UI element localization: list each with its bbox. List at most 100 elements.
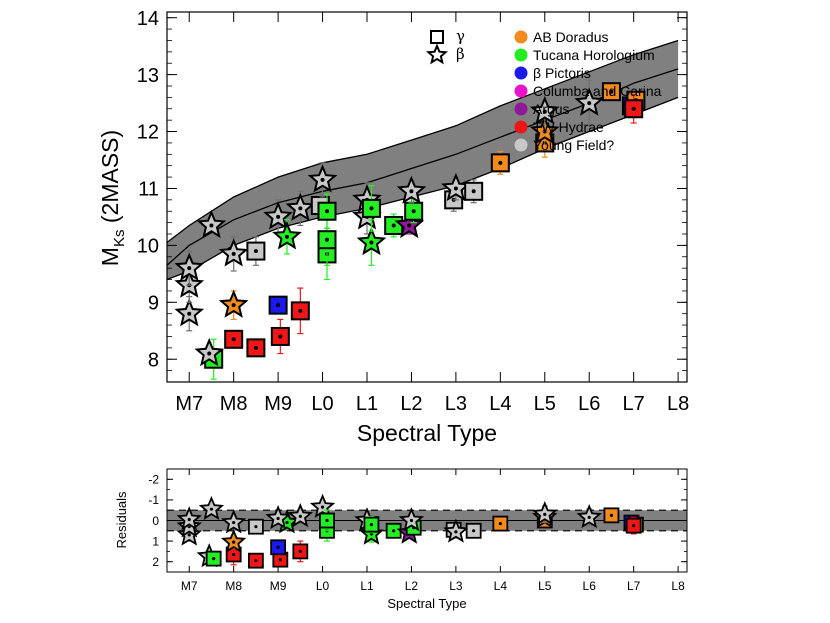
data-point-square [490, 150, 510, 175]
data-point-square [384, 213, 404, 238]
point-center-dot [320, 177, 325, 182]
legend-symbol-key: γβ [425, 27, 465, 65]
point-center-dot [253, 345, 258, 350]
point-center-dot [369, 240, 374, 245]
data-point-star [272, 219, 302, 255]
point-center-dot [187, 517, 191, 522]
point-center-dot [325, 237, 329, 242]
data-point-square [268, 295, 288, 315]
point-center-dot [409, 189, 414, 194]
point-center-dot [587, 515, 591, 520]
data-point-star [287, 503, 314, 528]
point-center-dot [391, 223, 396, 228]
point-center-dot [298, 206, 303, 211]
data-point-square [363, 515, 380, 534]
point-center-dot [472, 529, 476, 533]
data-point-square [319, 509, 335, 532]
legend-group-label: Argus [533, 101, 570, 117]
data-point-square [624, 93, 644, 124]
point-center-dot [278, 334, 283, 339]
legend-group-label: AB Doradus [533, 29, 608, 45]
x-tick-label: L0 [311, 393, 333, 415]
data-point-square [247, 552, 264, 569]
data-point-square [625, 516, 642, 535]
data-point-square [246, 236, 266, 266]
point-center-dot [232, 540, 236, 544]
legend-color-dot [514, 84, 528, 98]
y-tick-label: 2 [152, 555, 159, 569]
data-point-star [176, 506, 202, 531]
x-tick-label: L2 [405, 579, 419, 593]
legend-color-dot [514, 138, 528, 152]
data-point-square [292, 540, 309, 563]
x-tick-label: L8 [671, 579, 685, 593]
point-center-dot [207, 351, 212, 356]
data-point-star [196, 209, 227, 239]
point-center-dot [253, 249, 258, 254]
model-band-fill [167, 40, 679, 280]
data-point-square [603, 507, 620, 524]
residuals-panel: -2 -1 0 1 2 M7 M8 M9 L0 L1 L2 L3 L4 L5 L6 L7 L8 Spectra… [114, 468, 688, 611]
point-center-dot [232, 552, 236, 557]
main-x-axis-title: Spectral Type [357, 420, 497, 446]
point-center-dot [392, 529, 396, 533]
residuals-x-axis-title: Spectral Type [387, 596, 466, 611]
y-tick-label: 13 [137, 65, 159, 87]
data-point-square [247, 518, 264, 535]
x-tick-label: M7 [181, 579, 198, 593]
data-point-star [576, 504, 602, 529]
point-center-dot [325, 518, 329, 523]
point-center-dot [231, 337, 236, 342]
data-point-square [601, 82, 621, 102]
data-point-square [205, 550, 222, 567]
main-x-ticks: M7 M8 M9 L0 L1 L2 L3 L4 L5 L6 L7 L8 [175, 12, 689, 415]
point-center-dot [454, 530, 458, 534]
point-center-dot [232, 520, 236, 525]
point-center-dot [498, 521, 502, 526]
legend-group-label: Columba and Carina [533, 83, 662, 99]
legend-group-label: Young Field? [533, 137, 614, 153]
x-tick-label: L5 [534, 393, 556, 415]
legend-color-dot [514, 102, 528, 116]
point-center-dot [298, 308, 303, 313]
x-tick-label: M8 [220, 393, 248, 415]
x-tick-label: L3 [445, 393, 467, 415]
data-point-star [194, 337, 225, 367]
x-tick-label: L1 [360, 579, 374, 593]
y-tick-label: 12 [137, 122, 159, 144]
data-point-star [396, 175, 427, 204]
point-center-dot [231, 251, 236, 256]
point-center-dot [285, 234, 289, 239]
main-data-points [174, 79, 646, 380]
legend-group-label: TW Hydrae [533, 119, 604, 135]
y-tick-label: 9 [148, 293, 159, 315]
data-point-star [220, 509, 247, 534]
y-tick-label: 0 [152, 514, 159, 528]
point-center-dot [212, 557, 216, 561]
x-tick-label: L4 [494, 579, 508, 593]
data-point-star [198, 495, 225, 521]
legend-color-dot [514, 120, 528, 134]
point-center-dot [231, 303, 236, 308]
data-point-square [270, 318, 290, 355]
data-point-star [220, 528, 247, 553]
point-center-dot [187, 533, 191, 537]
point-center-dot [587, 101, 592, 106]
legend: γβ AB Doradus Tucana Horologium β Pictoris… [425, 27, 662, 153]
data-point-star [307, 162, 338, 198]
x-tick-label: L6 [578, 393, 600, 415]
point-center-dot [276, 545, 280, 549]
point-center-dot [407, 223, 412, 228]
point-center-dot [369, 206, 374, 211]
y-tick-label: 1 [152, 534, 159, 548]
x-tick-label: L6 [583, 579, 597, 593]
data-point-square [492, 515, 509, 532]
data-point-square [270, 539, 287, 556]
y-tick-label: 8 [148, 349, 159, 371]
x-tick-label: M9 [270, 579, 287, 593]
point-center-dot [209, 223, 214, 228]
y-tick-label: -2 [148, 473, 159, 487]
point-center-dot [278, 558, 282, 562]
point-center-dot [298, 514, 302, 518]
